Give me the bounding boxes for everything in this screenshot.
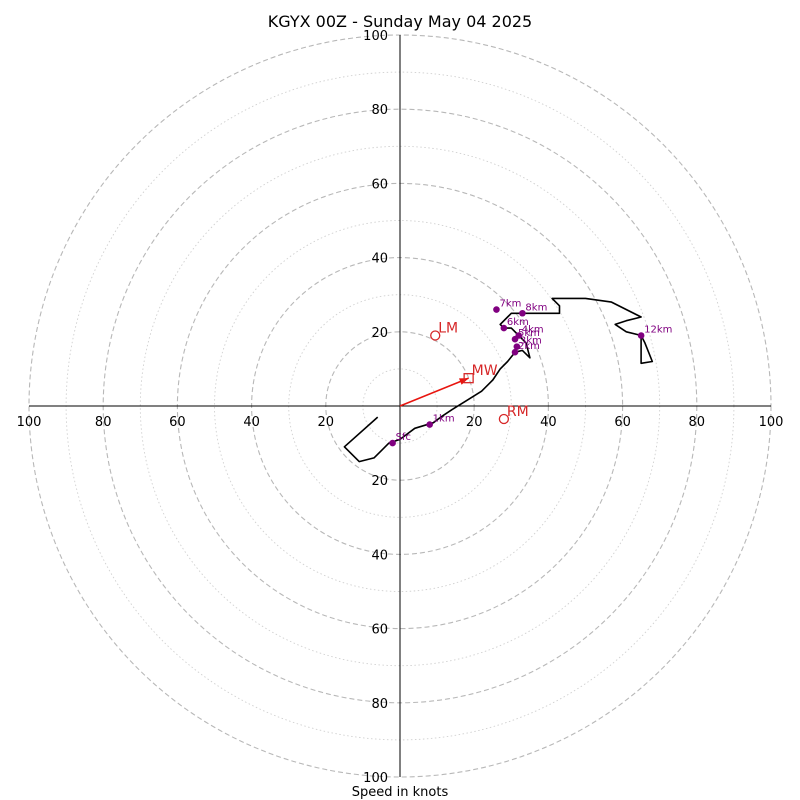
tick-label-up: 60 bbox=[371, 177, 388, 192]
height-label-3km: 3km bbox=[520, 336, 542, 347]
mean-wind-arrow-shaft bbox=[399, 377, 469, 407]
tick-label-down: 40 bbox=[371, 548, 388, 563]
tick-label-down: 100 bbox=[363, 771, 388, 786]
tick-label-down: 60 bbox=[371, 623, 388, 638]
tick-label-up: 100 bbox=[363, 29, 388, 44]
height-marker-5km bbox=[511, 335, 519, 343]
height-label-12km: 12km bbox=[644, 325, 672, 336]
tick-label-left: 60 bbox=[169, 415, 186, 430]
height-label-6km: 6km bbox=[507, 317, 529, 328]
height-label-7km: 7km bbox=[499, 299, 521, 310]
height-marker-7km bbox=[493, 306, 500, 313]
storm-motion-mw-label: MW bbox=[472, 363, 498, 379]
height-marker-3km bbox=[513, 343, 521, 350]
storm-motion-rm-marker bbox=[498, 413, 510, 425]
height-marker-sfc bbox=[389, 439, 396, 447]
tick-label-right: 60 bbox=[614, 415, 631, 430]
height-marker-12km bbox=[637, 332, 645, 339]
x-axis-label: Speed in knots bbox=[352, 785, 449, 800]
mean-wind-vector bbox=[399, 377, 469, 407]
tick-label-left: 40 bbox=[243, 415, 260, 430]
storm-motions: LM MW RM bbox=[430, 321, 529, 425]
tick-label-up: 40 bbox=[371, 252, 388, 267]
height-label-4km: 4km bbox=[522, 325, 544, 336]
storm-motion-lm-marker bbox=[430, 330, 441, 341]
height-marker-8km bbox=[519, 309, 526, 317]
height-marker-6km bbox=[500, 324, 508, 332]
height-label-1km: 1km bbox=[433, 414, 455, 425]
height-label-5km: 5km bbox=[518, 328, 540, 339]
axis-ticks: 20 20 20 20 40 40 40 40 60 60 60 60 80 80 80 80 100 100 10… bbox=[17, 29, 784, 786]
height-marker-2km bbox=[511, 348, 519, 356]
tick-label-right: 80 bbox=[689, 415, 706, 430]
height-label-8km: 8km bbox=[525, 302, 547, 313]
tick-label-right: 40 bbox=[540, 415, 557, 430]
tick-label-left: 20 bbox=[318, 415, 335, 430]
tick-label-down: 80 bbox=[371, 697, 388, 712]
height-label-sfc: Sfc bbox=[396, 432, 411, 443]
tick-label-down: 20 bbox=[371, 474, 388, 489]
chart-title: KGYX 00Z - Sunday May 04 2025 bbox=[268, 12, 532, 31]
tick-label-up: 20 bbox=[371, 326, 388, 341]
tick-label-left: 80 bbox=[95, 415, 112, 430]
height-marker-1km bbox=[426, 421, 433, 428]
tick-label-left: 100 bbox=[17, 415, 42, 430]
storm-motion-mw-marker bbox=[463, 373, 474, 384]
storm-motion-lm-label: LM bbox=[438, 321, 458, 337]
storm-motion-rm-label: RM bbox=[507, 404, 529, 420]
tick-label-right: 20 bbox=[466, 415, 483, 430]
tick-label-up: 80 bbox=[371, 103, 388, 118]
height-label-2km: 2km bbox=[518, 341, 540, 352]
tick-label-right: 100 bbox=[759, 415, 784, 430]
